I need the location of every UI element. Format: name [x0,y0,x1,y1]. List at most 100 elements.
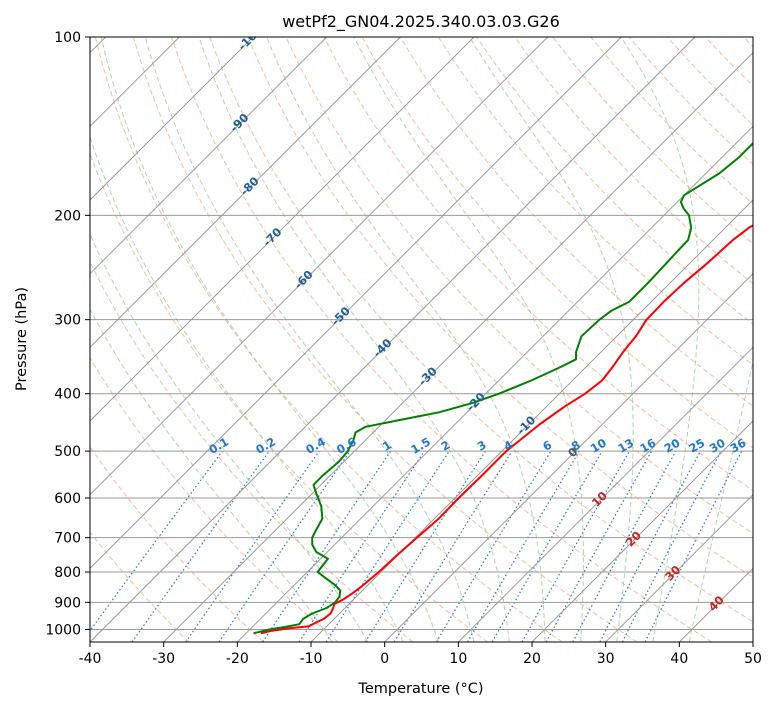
mixing-ratio-label: 20 [662,436,683,456]
moist-adiabat-line [266,37,546,642]
mixing-ratio-label: 36 [728,436,749,456]
moist-adiabat-line [90,135,404,642]
dry-adiabat-line [323,37,753,491]
mixing-ratio-line [521,450,631,642]
isotherm-line [457,346,753,642]
y-tick-label: 500 [54,444,81,460]
isotherm-line [678,567,753,642]
mixing-ratio-line [435,450,552,642]
isotherm-line [90,37,401,349]
moist-adiabat-line [688,358,753,642]
dry-adiabat-line [247,37,753,578]
isotherm-label: -80 [237,174,262,199]
moist-adiabat-line [144,37,475,642]
mixing-ratio-label: 10 [588,436,609,456]
isotherm-line [531,420,753,642]
isotherm-label: -90 [227,110,252,135]
isotherm-label: -30 [415,364,440,389]
dry-adiabat-line [437,37,753,366]
dry-adiabat-line [209,37,753,623]
isotherm-line [90,37,549,496]
isotherm-line [752,641,753,642]
mixing-ratio-line [572,450,677,642]
x-tick-label: 10 [449,651,467,667]
mixing-ratio-label: 1.5 [408,434,433,456]
mixing-ratio-label: 0.2 [253,434,278,456]
isotherm-label: 40 [706,593,727,614]
isotherm-line [384,272,753,642]
dry-adiabat-line [90,446,264,642]
y-tick-label: 700 [54,531,81,547]
y-tick-label: 300 [54,313,81,329]
mixing-ratio-label: 13 [615,436,636,456]
y-axis-label: Pressure (hPa) [14,287,30,391]
dry-adiabat-line [666,37,753,126]
dry-adiabat-line [590,37,753,205]
y-tick-label: 600 [54,491,81,507]
mixing-ratio-line [644,450,743,642]
isotherm-label: 30 [662,563,683,584]
x-tick-label: -30 [152,651,175,667]
mixing-ratio-line [545,450,653,642]
isotherm-label: -50 [328,304,353,329]
mixing-ratio-line [185,450,320,642]
isotherm-label: 10 [589,489,610,510]
isotherm-line [236,125,753,642]
dry-adiabat-line [743,37,753,48]
moist-adiabat-line [353,37,584,642]
y-tick-label: 200 [54,208,81,224]
isotherm-label: -60 [291,267,316,292]
mixing-ratio-line [599,450,702,642]
temperature-profile-line [260,224,753,635]
dry-adiabat-line [132,37,638,642]
x-tick-label: 30 [597,651,615,667]
mixing-ratio-label: 25 [686,436,707,456]
y-tick-label: 1000 [45,622,81,638]
dry-adiabat-line [704,37,753,87]
isotherm-line [90,37,622,570]
mixing-ratio-line [621,450,722,642]
isotherm-line [90,37,696,642]
mixing-ratio-line [393,450,513,642]
dry-adiabat-line [552,37,753,245]
moist-adiabat-line [469,37,634,642]
moist-adiabat-line [100,37,439,642]
dry-adiabat-line [90,531,190,642]
dry-adiabat-line [476,37,753,325]
dry-adiabat-line [399,37,753,407]
x-tick-label: 0 [380,651,389,667]
dry-adiabat-line [171,37,712,642]
x-axis-label: Temperature (°C) [357,681,483,697]
mixing-ratio-label: 0.4 [303,434,328,456]
mixing-ratio-label: 30 [707,436,728,456]
isotherm-line [90,37,475,422]
isotherm-line [90,37,254,201]
chart-title: wetPf2_GN04.2025.340.03.03.G26 [282,12,560,32]
y-tick-label: 400 [54,387,81,403]
isotherm-label: -10 [514,413,539,438]
x-tick-label: -20 [226,651,249,667]
mixing-ratio-line [131,450,270,642]
isotherm-line [163,51,753,642]
x-tick-label: 20 [523,651,541,667]
isotherm-label: -40 [370,336,395,361]
dry-adiabat-line [90,356,339,642]
moist-adiabat-line [620,37,700,642]
y-tick-label: 800 [54,565,81,581]
dry-adiabat-line [90,260,414,642]
isotherm-label: 20 [623,528,644,549]
dry-adiabat-line [90,152,488,642]
isotherm-label: -100 [235,23,265,53]
mixing-ratio-line [262,450,392,642]
moist-adiabat-line [90,232,369,642]
y-tick-label: 900 [54,595,81,611]
plot-frame [89,36,754,643]
isotherm-line [605,493,753,642]
isotherm-line [90,37,328,275]
mixing-ratio-line [218,450,351,642]
x-tick-label: 40 [670,651,688,667]
x-tick-label: -40 [79,651,102,667]
isotherm-label: -70 [260,225,285,250]
